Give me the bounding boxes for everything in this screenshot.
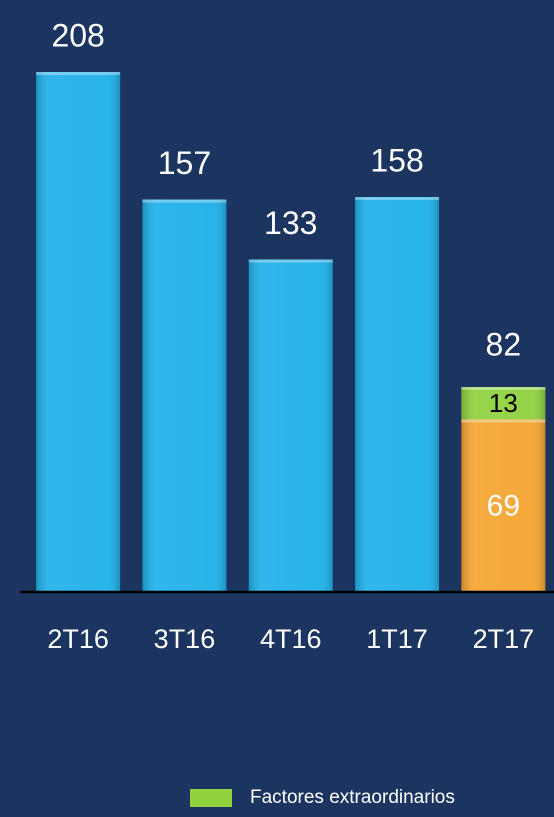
- value-label: 133: [264, 205, 317, 241]
- x-tick-label: 3T16: [154, 624, 216, 654]
- bar-shine: [248, 259, 333, 592]
- legend-label: Factores extraordinarios: [250, 787, 455, 808]
- bar-shine: [461, 419, 546, 592]
- value-label: 208: [51, 17, 104, 53]
- bar-shine: [36, 72, 121, 592]
- bar-shine: [355, 197, 440, 592]
- x-tick-label: 4T16: [260, 624, 322, 654]
- x-tick-label: 2T17: [473, 624, 535, 654]
- x-tick-label: 1T17: [366, 624, 428, 654]
- bar-highlight: [142, 199, 227, 203]
- legend-swatch: [190, 789, 232, 807]
- bar-highlight: [248, 259, 333, 263]
- bar-highlight: [36, 72, 121, 75]
- total-label: 82: [486, 326, 522, 362]
- bar-highlight: [355, 197, 440, 200]
- bar-shine: [461, 387, 546, 420]
- value-label: 158: [370, 142, 423, 178]
- segment-label: 69: [487, 490, 520, 523]
- x-tick-label: 2T16: [47, 624, 109, 654]
- value-label: 157: [158, 145, 211, 181]
- bar-shine: [142, 199, 227, 592]
- bar-highlight: [461, 387, 546, 390]
- segment-label: 13: [489, 388, 518, 418]
- bar-highlight: [461, 419, 546, 423]
